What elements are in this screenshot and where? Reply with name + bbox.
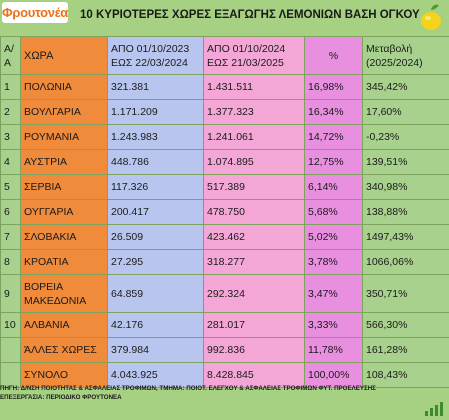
value-2024-cell: 27.295 (107, 249, 204, 275)
lemon-icon (421, 4, 441, 30)
header-period-2024: ΑΠΟ 01/10/2023 ΕΩΣ 22/03/2024 (107, 36, 204, 75)
country-cell: ΣΥΝΟΛΟ (20, 362, 108, 388)
value-2024-cell: 1.243.983 (107, 124, 204, 150)
value-2025-cell: 517.389 (203, 174, 305, 200)
value-2025-cell: 1.431.511 (203, 74, 305, 100)
change-cell: 350,71% (362, 274, 449, 313)
row-index: 6 (0, 199, 21, 225)
table-row: 2 ΒΟΥΛΓΑΡΙΑ 1.171.209 1.377.323 16,34% 17,60% (0, 99, 449, 125)
value-2025-cell: 1.241.061 (203, 124, 305, 150)
table-row: 7 ΣΛΟΒΑΚΙΑ 26.509 423.462 5,02% 1497,43% (0, 224, 449, 250)
table-row: 6 ΟΥΓΓΑΡΙΑ 200.417 478.750 5,68% 138,88% (0, 199, 449, 225)
value-2024-cell: 379.984 (107, 337, 204, 363)
change-cell: 340,98% (362, 174, 449, 200)
percent-cell: 3,78% (304, 249, 363, 275)
value-2024-cell: 64.859 (107, 274, 204, 313)
percent-cell: 14,72% (304, 124, 363, 150)
country-cell: ΆΛΛΕΣ ΧΩΡΕΣ (20, 337, 108, 363)
value-2025-cell: 281.017 (203, 312, 305, 338)
header-aa: Α/Α (0, 36, 21, 75)
bar-chart-icon (425, 402, 443, 416)
header-period-2025: ΑΠΟ 01/10/2024 ΕΩΣ 21/03/2025 (203, 36, 305, 75)
row-index: 2 (0, 99, 21, 125)
change-cell: 161,28% (362, 337, 449, 363)
change-cell: 1066,06% (362, 249, 449, 275)
percent-cell: 5,02% (304, 224, 363, 250)
table-row: ΣΥΝΟΛΟ 4.043.925 8.428.845 100,00% 108,43% (0, 362, 449, 388)
percent-cell: 3,47% (304, 274, 363, 313)
row-index (0, 337, 21, 363)
row-index: 5 (0, 174, 21, 200)
percent-cell: 16,98% (304, 74, 363, 100)
country-cell: ΒΟΡΕΙΑ ΜΑΚΕΔΟΝΙΑ (20, 274, 108, 313)
change-cell: 1497,43% (362, 224, 449, 250)
table-row: ΆΛΛΕΣ ΧΩΡΕΣ 379.984 992.836 11,78% 161,28% (0, 337, 449, 363)
value-2024-cell: 1.171.209 (107, 99, 204, 125)
footer-processing: ΕΠΕΞΕΡΓΑΣΙΑ: ΠΕΡΙΟΔΙΚΟ ΦΡΟΥΤΟΝΕΑ (0, 394, 122, 401)
table-row: 9 ΒΟΡΕΙΑ ΜΑΚΕΔΟΝΙΑ 64.859 292.324 3,47% 350,7… (0, 274, 449, 313)
row-index: 1 (0, 74, 21, 100)
change-cell: -0,23% (362, 124, 449, 150)
country-cell: ΣΛΟΒΑΚΙΑ (20, 224, 108, 250)
value-2024-cell: 448.786 (107, 149, 204, 175)
country-cell: ΠΟΛΩΝΙΑ (20, 74, 108, 100)
logo: Φρουτονέα (2, 2, 68, 23)
value-2025-cell: 318.277 (203, 249, 305, 275)
table-row: 1 ΠΟΛΩΝΙΑ 321.381 1.431.511 16,98% 345,42% (0, 74, 449, 100)
value-2025-cell: 292.324 (203, 274, 305, 313)
value-2025-cell: 8.428.845 (203, 362, 305, 388)
value-2024-cell: 26.509 (107, 224, 204, 250)
row-index: 9 (0, 274, 21, 313)
header-country: ΧΩΡΑ (20, 36, 108, 75)
change-cell: 108,43% (362, 362, 449, 388)
value-2025-cell: 1.377.323 (203, 99, 305, 125)
value-2025-cell: 992.836 (203, 337, 305, 363)
change-cell: 138,88% (362, 199, 449, 225)
value-2024-cell: 117.326 (107, 174, 204, 200)
exports-table: Α/Α ΧΩΡΑ ΑΠΟ 01/10/2023 ΕΩΣ 22/03/2024 Α… (0, 36, 449, 388)
percent-cell: 16,34% (304, 99, 363, 125)
value-2024-cell: 321.381 (107, 74, 204, 100)
change-cell: 566,30% (362, 312, 449, 338)
page-title: 10 ΚΥΡΙΟΤΕΡΕΣ ΧΩΡΕΣ ΕΞΑΓΩΓΗΣ ΛΕΜΟΝΙΩΝ ΒΑ… (80, 9, 420, 21)
table-row: 10 ΑΛΒΑΝΙΑ 42.176 281.017 3,33% 566,30% (0, 312, 449, 338)
value-2024-cell: 4.043.925 (107, 362, 204, 388)
value-2025-cell: 423.462 (203, 224, 305, 250)
country-cell: ΡΟΥΜΑΝΙΑ (20, 124, 108, 150)
row-index: 7 (0, 224, 21, 250)
value-2025-cell: 1.074.895 (203, 149, 305, 175)
percent-cell: 11,78% (304, 337, 363, 363)
change-cell: 17,60% (362, 99, 449, 125)
footer: ΠΗΓΗ: Δ/ΝΣΗ ΠΟΙΟΤΗΤΑΣ & ΑΣΦΑΛΕΙΑΣ ΤΡΟΦΙΜ… (0, 384, 449, 402)
table-row: 3 ΡΟΥΜΑΝΙΑ 1.243.983 1.241.061 14,72% -0,23% (0, 124, 449, 150)
row-index: 8 (0, 249, 21, 275)
percent-cell: 100,00% (304, 362, 363, 388)
value-2025-cell: 478.750 (203, 199, 305, 225)
row-index: 3 (0, 124, 21, 150)
country-cell: ΑΛΒΑΝΙΑ (20, 312, 108, 338)
row-index: 10 (0, 312, 21, 338)
country-cell: ΚΡΟΑΤΙΑ (20, 249, 108, 275)
country-cell: ΑΥΣΤΡΙΑ (20, 149, 108, 175)
country-cell: ΒΟΥΛΓΑΡΙΑ (20, 99, 108, 125)
value-2024-cell: 200.417 (107, 199, 204, 225)
percent-cell: 12,75% (304, 149, 363, 175)
percent-cell: 3,33% (304, 312, 363, 338)
header-change: Μεταβολή (2025/2024) (362, 36, 449, 75)
value-2024-cell: 42.176 (107, 312, 204, 338)
change-cell: 139,51% (362, 149, 449, 175)
table-row: 8 ΚΡΟΑΤΙΑ 27.295 318.277 3,78% 1066,06% (0, 249, 449, 275)
table-row: 5 ΣΕΡΒΙΑ 117.326 517.389 6,14% 340,98% (0, 174, 449, 200)
change-cell: 345,42% (362, 74, 449, 100)
table-header-row: Α/Α ΧΩΡΑ ΑΠΟ 01/10/2023 ΕΩΣ 22/03/2024 Α… (0, 36, 449, 75)
row-index: 4 (0, 149, 21, 175)
percent-cell: 6,14% (304, 174, 363, 200)
footer-source: ΠΗΓΗ: Δ/ΝΣΗ ΠΟΙΟΤΗΤΑΣ & ΑΣΦΑΛΕΙΑΣ ΤΡΟΦΙΜ… (0, 385, 376, 392)
percent-cell: 5,68% (304, 199, 363, 225)
country-cell: ΟΥΓΓΑΡΙΑ (20, 199, 108, 225)
table-row: 4 ΑΥΣΤΡΙΑ 448.786 1.074.895 12,75% 139,51% (0, 149, 449, 175)
header-percent: % (304, 36, 363, 75)
country-cell: ΣΕΡΒΙΑ (20, 174, 108, 200)
